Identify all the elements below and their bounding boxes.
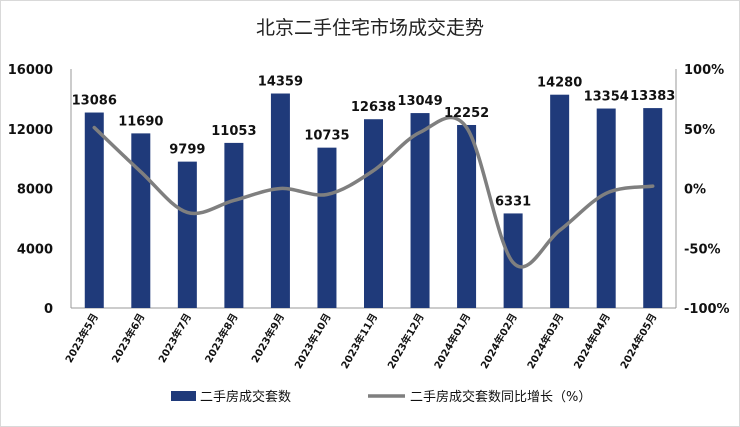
y-right-tick-label: 0% (684, 183, 706, 198)
y-left-tick-label: 8000 (17, 183, 53, 198)
data-label: 13049 (397, 94, 442, 109)
x-tick-label: 2024年02月 (478, 311, 520, 371)
y-left-tick-label: 0 (44, 302, 53, 317)
x-tick-label: 2023年11月 (338, 311, 380, 371)
y-left-tick-label: 12000 (8, 123, 53, 138)
bar (84, 112, 104, 308)
y-left-tick-label: 4000 (17, 242, 53, 257)
x-tick-label: 2024年04月 (571, 311, 613, 371)
bar (596, 108, 616, 308)
bar (224, 142, 244, 308)
data-label: 6331 (495, 194, 531, 209)
data-label: 14280 (537, 76, 582, 91)
data-label: 12638 (351, 100, 396, 115)
x-tick-label: 2023年5月 (62, 311, 101, 365)
x-tick-label: 2023年7月 (155, 311, 194, 365)
data-label: 11690 (118, 114, 163, 129)
bar (177, 161, 197, 308)
x-tick-label: 2023年6月 (109, 311, 148, 365)
data-label: 10735 (304, 129, 349, 144)
data-label: 13354 (584, 90, 629, 105)
x-tick-label: 2024年05月 (617, 311, 659, 371)
x-tick-label: 2023年10月 (291, 311, 333, 371)
data-label: 11053 (211, 124, 256, 139)
x-tick-label: 2024年03月 (524, 311, 566, 371)
x-tick-label: 2023年9月 (248, 311, 287, 365)
legend-swatch-bars (171, 391, 196, 401)
y-right-tick-label: 50% (684, 123, 715, 138)
legend-label-bars: 二手房成交套数 (200, 389, 291, 405)
data-label: 14359 (258, 75, 303, 90)
bar (410, 113, 430, 308)
bar (643, 108, 663, 309)
bar (550, 94, 570, 308)
bar (317, 147, 337, 308)
y-right-tick-label: -100% (684, 302, 730, 317)
chart-title: 北京二手住宅市场成交走势 (255, 17, 484, 39)
bar (270, 93, 290, 308)
x-tick-label: 2023年12月 (385, 311, 427, 371)
data-label: 9799 (169, 143, 205, 158)
data-label: 13383 (630, 89, 675, 104)
data-label: 12252 (444, 106, 489, 121)
y-left-tick-label: 16000 (8, 63, 53, 78)
legend-label-line: 二手房成交套数同比增长（%） (410, 389, 591, 405)
bar (131, 133, 151, 308)
y-right-tick-label: 100% (684, 63, 724, 78)
y-right-tick-label: -50% (684, 242, 721, 257)
x-tick-label: 2023年8月 (202, 311, 241, 365)
bar (457, 124, 477, 308)
data-label: 13086 (72, 94, 117, 109)
x-tick-label: 2024年01月 (431, 311, 473, 371)
bar (364, 119, 383, 308)
